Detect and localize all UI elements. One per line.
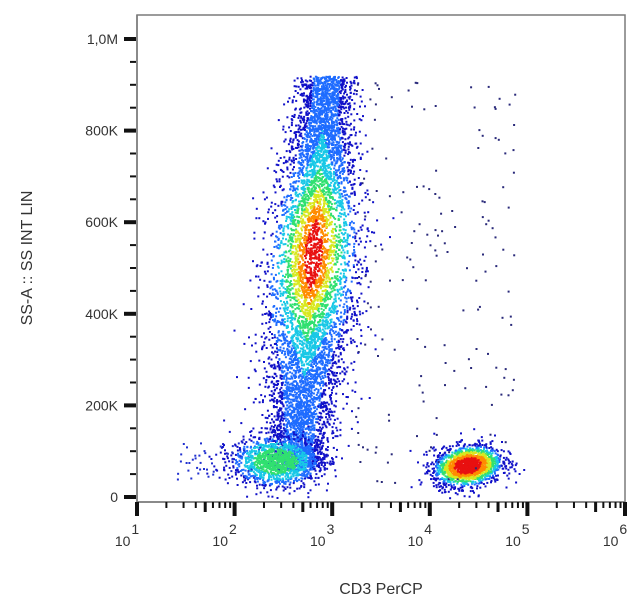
x-tick-label: 101 [115,521,140,549]
y-axis-title: SS-A :: SS INT LIN [19,191,36,326]
y-tick-label: 0 [110,489,118,505]
x-minor-tick [521,502,524,508]
y-tick-label: 400K [85,306,118,322]
x-minor-tick [182,502,185,508]
x-major-tick [623,502,627,516]
x-minor-tick [475,502,478,508]
x-minor-tick [165,502,168,508]
x-minor-tick [496,502,500,512]
y-major-tick [124,311,136,316]
x-minor-tick [326,502,329,508]
y-minor-tick [130,289,136,292]
x-minor-tick [301,502,305,512]
x-minor-tick [413,502,416,508]
x-minor-tick [407,502,410,508]
x-axis-title: CD3 PerCP [339,581,423,598]
y-tick-label: 600K [85,214,118,230]
y-tick-label: 800K [85,123,118,139]
x-major-tick [330,502,335,516]
y-minor-tick [130,106,136,109]
plot-frame [136,14,626,503]
y-minor-tick [130,60,136,63]
y-tick-label: 1,0M [87,31,118,47]
x-minor-tick [321,502,324,508]
x-minor-tick [316,502,319,508]
x-minor-tick [602,502,605,508]
x-minor-tick [572,502,575,508]
data-points [176,75,526,500]
x-minor-tick [511,502,514,508]
y-minor-tick [130,198,136,201]
x-minor-tick [218,502,221,508]
y-major-tick [124,403,136,408]
x-tick-label: 105 [505,521,530,549]
y-minor-tick [130,450,136,453]
x-major-tick [135,502,139,516]
x-major-tick [427,502,432,516]
x-minor-tick [585,502,588,508]
x-minor-tick [292,502,295,508]
x-minor-tick [555,502,558,508]
x-minor-tick [203,502,207,512]
y-major-tick [124,37,136,41]
x-minor-tick [229,502,232,508]
x-major-tick [232,502,237,516]
x-minor-tick [419,502,422,508]
y-minor-tick [130,267,136,269]
x-axis: 101 102 103 104 105 106 [115,501,628,549]
y-minor-tick [130,83,136,86]
x-tick-label: 106 [603,521,628,549]
x-minor-tick [619,502,622,508]
y-minor-tick [130,381,136,384]
y-minor-tick [130,473,136,476]
x-minor-tick [194,502,197,508]
x-minor-tick [516,502,519,508]
y-major-tick [124,495,136,499]
y-minor-tick [130,175,136,178]
x-minor-tick [398,502,402,512]
x-minor-tick [211,502,214,508]
x-minor-tick [309,502,312,508]
x-minor-tick [424,502,427,508]
y-axis: 0 200K 400K 600K 800K 1,0M [85,15,138,505]
y-major-tick [124,220,136,225]
x-minor-tick [608,502,611,508]
x-minor-tick [487,502,490,508]
y-tick-label: 200K [85,397,118,413]
x-tick-label: 103 [310,521,335,549]
x-minor-tick [280,502,283,508]
x-minor-tick [594,502,598,512]
y-minor-tick [130,358,136,361]
y-major-tick [124,128,136,133]
x-minor-tick [262,502,265,508]
x-minor-tick [458,502,461,508]
x-minor-tick [614,502,617,508]
x-minor-tick [377,502,380,508]
y-minor-tick [130,152,136,155]
y-minor-tick [130,427,136,430]
x-minor-tick [504,502,507,508]
x-tick-label: 104 [408,521,433,549]
x-tick-label: 102 [212,521,237,549]
x-minor-tick [224,502,227,508]
y-minor-tick [130,335,136,338]
x-minor-tick [389,502,392,508]
x-major-tick [525,502,530,516]
x-minor-tick [360,502,363,508]
y-minor-tick [130,244,136,247]
